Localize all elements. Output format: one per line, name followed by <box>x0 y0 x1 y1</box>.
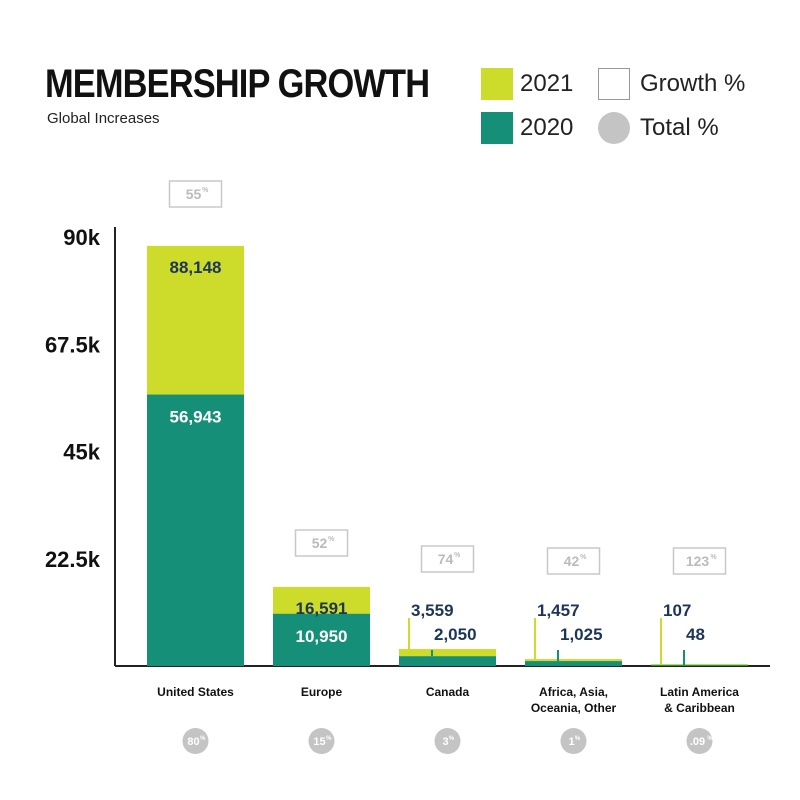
y-tick-label: 90k <box>63 225 100 250</box>
bar-2020 <box>273 613 370 666</box>
bar-2020 <box>399 656 496 666</box>
y-tick-label: 67.5k <box>45 332 101 357</box>
growth-pct-sup: % <box>202 187 209 194</box>
category-label: United States <box>157 685 234 699</box>
value-label-2020: 10,950 <box>296 627 348 646</box>
chart-title: MEMBERSHIP GROWTH <box>45 62 430 106</box>
value-label-2020: 1,025 <box>560 625 603 644</box>
total-pct-sup: % <box>575 736 581 742</box>
growth-pct-sup: % <box>580 554 587 561</box>
category-label: Canada <box>426 685 470 699</box>
total-pct-label: 15 <box>313 736 325 748</box>
legend-label-2021: 2021 <box>520 70 574 97</box>
growth-pct-label: 55 <box>186 186 202 202</box>
growth-pct-sup: % <box>710 554 717 561</box>
total-pct-label: 3 <box>442 736 448 748</box>
legend-label-2020: 2020 <box>520 114 574 141</box>
total-pct-sup: % <box>200 736 206 742</box>
total-pct-circle <box>686 728 713 754</box>
total-pct-circle <box>560 728 587 754</box>
growth-pct-box <box>294 529 349 557</box>
value-label-2020: 2,050 <box>434 625 477 644</box>
growth-pct-label: 74 <box>438 551 454 567</box>
y-tick-label: 45k <box>63 440 100 465</box>
growth-pct-label: 52 <box>312 535 328 551</box>
total-pct-label: .09 <box>690 736 705 748</box>
total-pct-circle <box>182 728 209 754</box>
chart-subtitle: Global Increases <box>47 110 160 127</box>
legend-swatch-2020 <box>481 112 513 144</box>
legend-label-growth: Growth % <box>640 70 746 97</box>
category-label: Europe <box>301 685 343 699</box>
legend-label-total: Total % <box>640 114 719 141</box>
total-pct-sup: % <box>707 736 713 742</box>
legend-swatch-2021 <box>481 68 513 100</box>
category-label: & Caribbean <box>664 701 735 715</box>
value-label-2021: 3,559 <box>411 601 454 620</box>
category-label: Latin America <box>660 685 739 699</box>
legend-swatch-total <box>598 112 630 144</box>
value-label-2021: 16,591 <box>296 599 348 618</box>
category-label: Africa, Asia, <box>539 685 608 699</box>
total-pct-label: 80 <box>187 736 199 748</box>
value-label-2020: 56,943 <box>170 408 222 427</box>
y-tick-label: 22.5k <box>45 547 101 572</box>
bar-2020 <box>651 665 748 666</box>
value-label-2021: 107 <box>663 601 691 620</box>
growth-pct-label: 123 <box>686 553 710 569</box>
total-pct-sup: % <box>326 736 332 742</box>
category-label: Oceania, Other <box>531 701 617 715</box>
total-pct-sup: % <box>449 736 455 742</box>
value-label-2021: 88,148 <box>170 258 222 277</box>
growth-pct-box <box>168 180 223 208</box>
growth-pct-box <box>420 545 475 573</box>
growth-pct-box <box>672 547 727 575</box>
growth-pct-box <box>546 547 601 575</box>
value-label-2021: 1,457 <box>537 601 580 620</box>
total-pct-circle <box>308 728 335 754</box>
total-pct-label: 1 <box>568 736 574 748</box>
value-label-2020: 48 <box>686 625 705 644</box>
growth-pct-label: 42 <box>564 553 580 569</box>
growth-pct-sup: % <box>328 536 335 543</box>
total-pct-circle <box>434 728 461 754</box>
growth-pct-sup: % <box>454 552 461 559</box>
bar-2020 <box>147 394 244 666</box>
bar-2020 <box>525 661 622 666</box>
legend-swatch-growth <box>598 68 630 100</box>
